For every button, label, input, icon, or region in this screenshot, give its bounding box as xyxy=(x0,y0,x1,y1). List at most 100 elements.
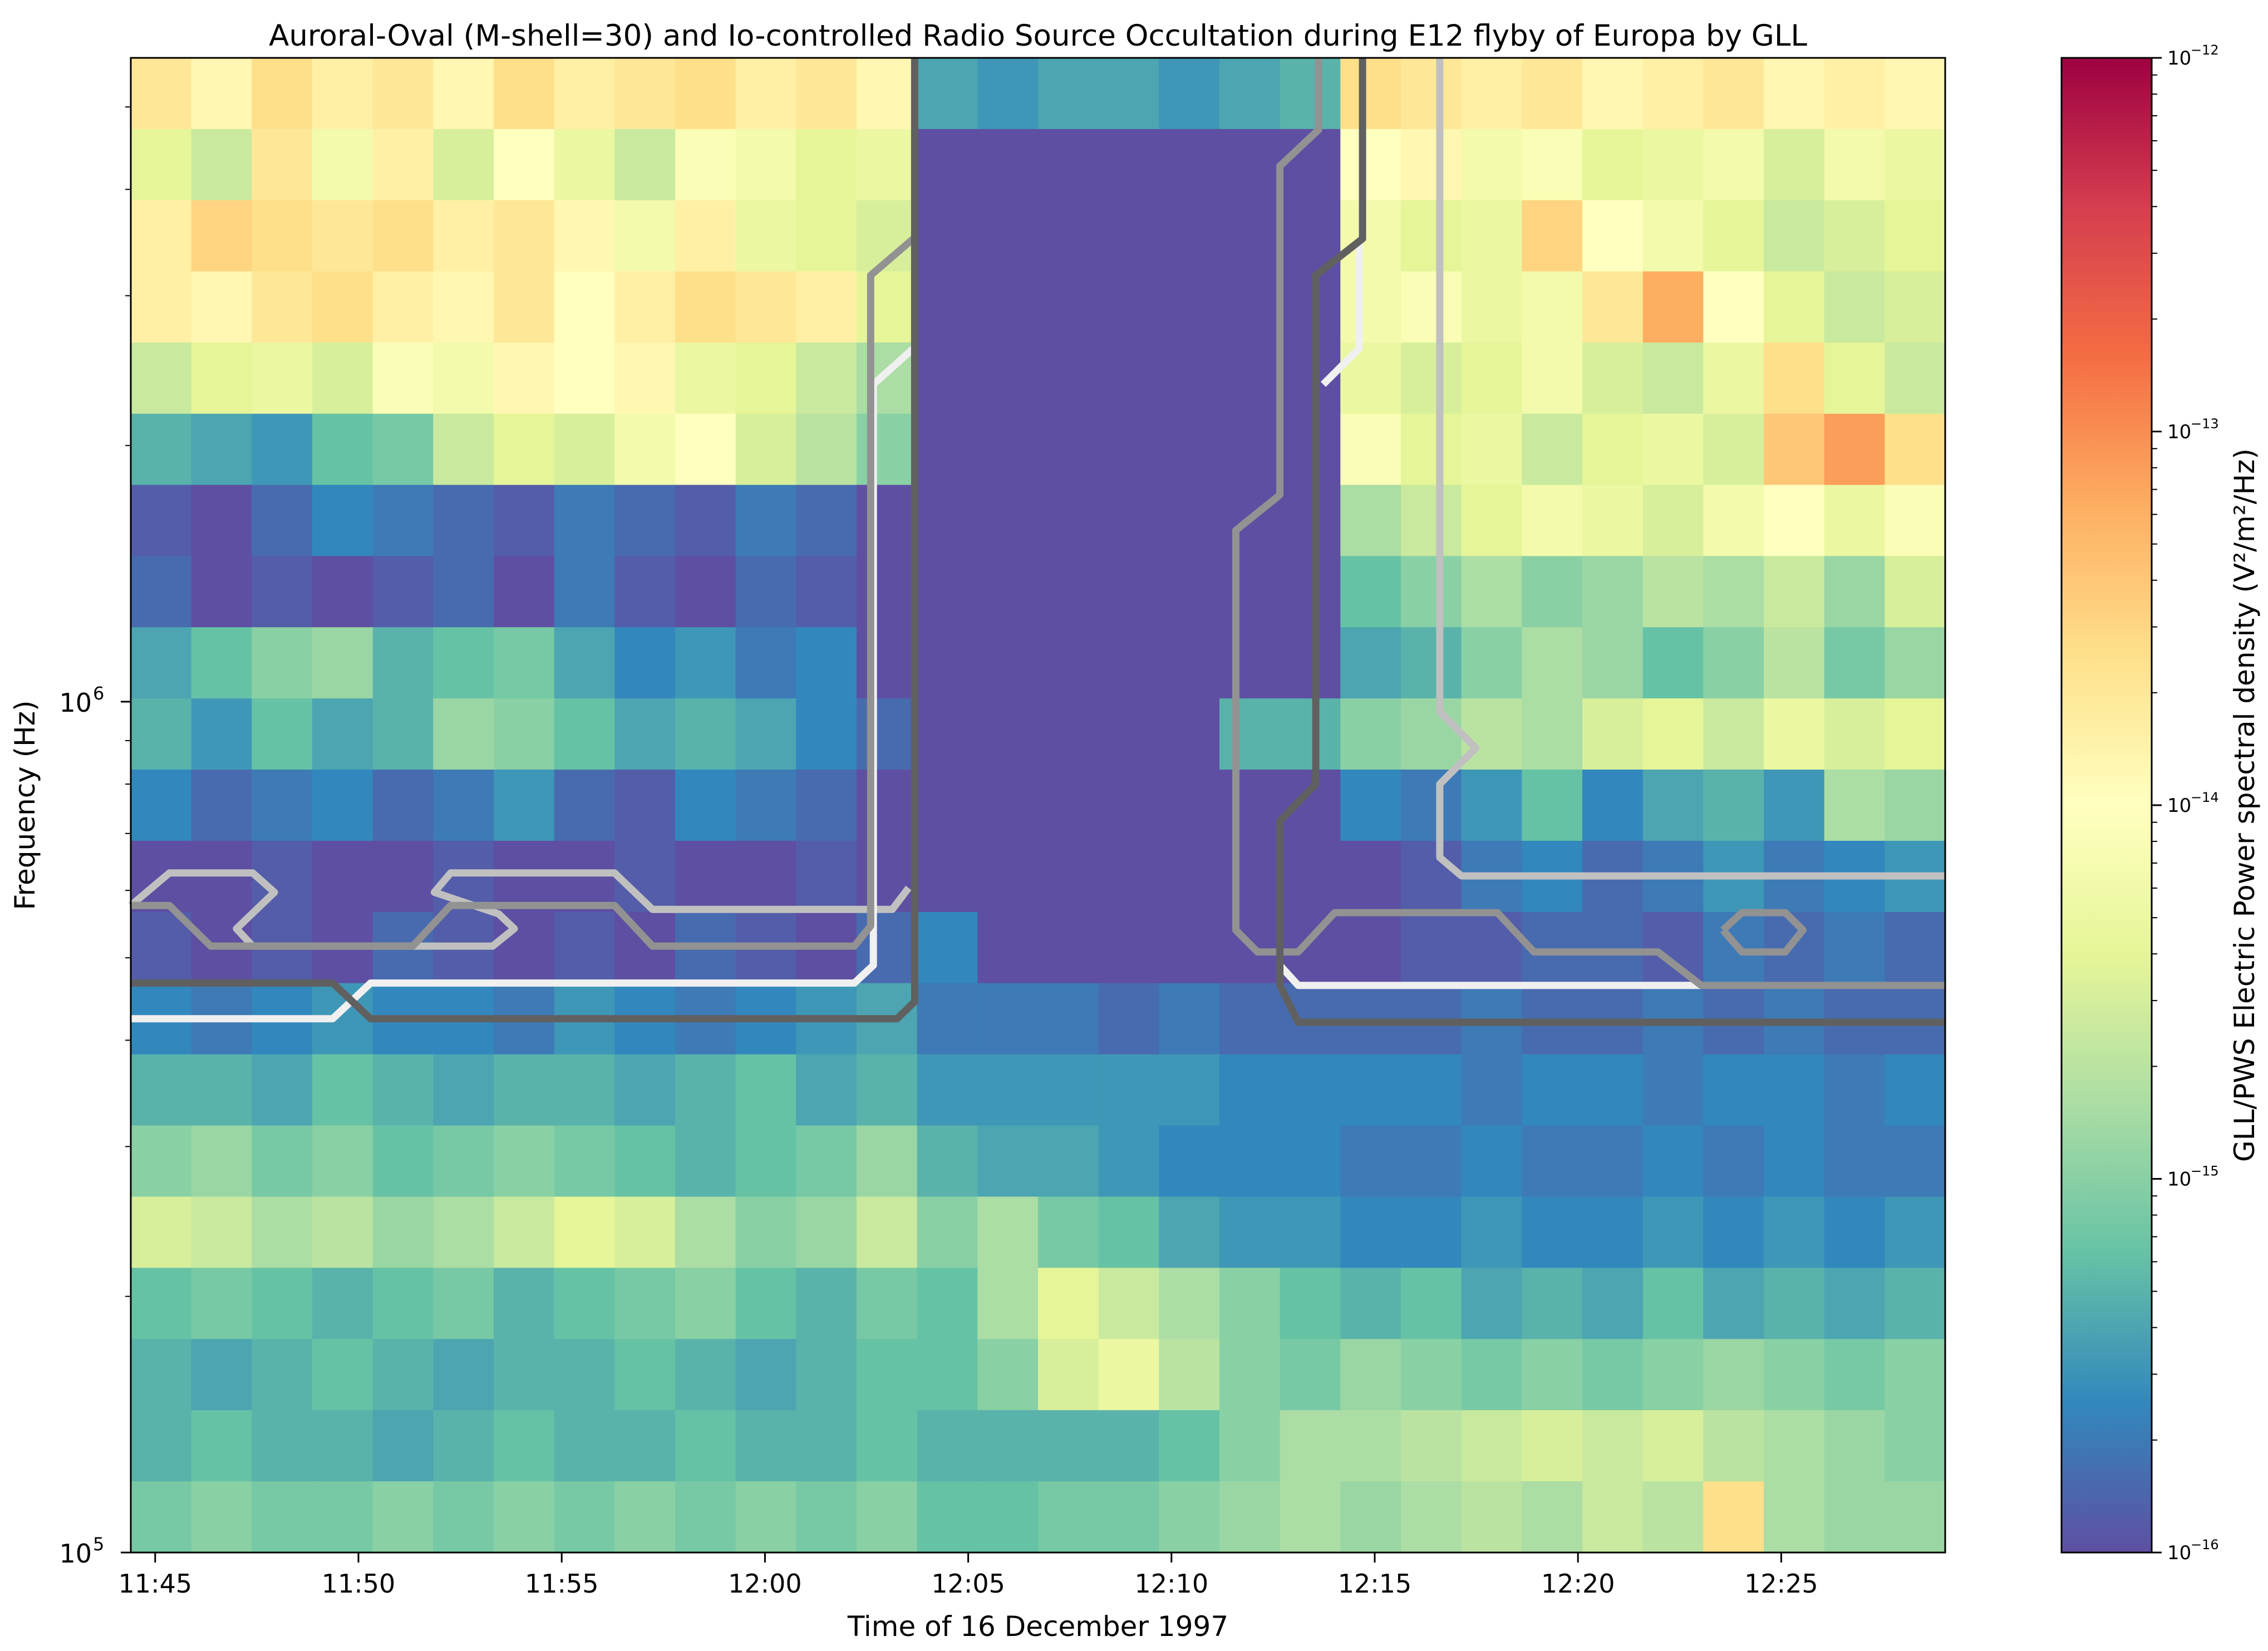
heatmap-cell xyxy=(1582,770,1644,841)
heatmap-cell xyxy=(1098,911,1160,984)
heatmap-cell xyxy=(1461,1196,1523,1269)
heatmap-cell xyxy=(494,129,555,201)
heatmap-cell xyxy=(1522,1125,1583,1197)
heatmap-cell xyxy=(1885,1196,1946,1269)
heatmap-cell xyxy=(1280,1196,1341,1269)
heatmap-cell xyxy=(1038,770,1099,841)
heatmap-cell xyxy=(1824,58,1886,130)
heatmap-cell xyxy=(554,556,616,628)
heatmap-cell xyxy=(1824,1339,1886,1411)
colorbar xyxy=(2060,57,2153,1554)
heatmap-cell xyxy=(1340,485,1401,557)
heatmap-cell xyxy=(131,698,192,770)
heatmap-cell xyxy=(1159,770,1220,841)
heatmap-cell xyxy=(675,271,736,343)
heatmap-cell xyxy=(1461,200,1523,272)
colorbar-tick-label: 10 xyxy=(2167,795,2191,817)
heatmap-cell xyxy=(1764,413,1825,486)
heatmap-cell xyxy=(1703,200,1764,272)
heatmap-cell xyxy=(1401,342,1462,415)
heatmap-cell xyxy=(433,1339,494,1411)
heatmap-cell xyxy=(1522,1339,1583,1411)
heatmap-cell xyxy=(1642,58,1704,130)
heatmap-cell xyxy=(977,911,1039,984)
heatmap-cell xyxy=(796,129,857,201)
heatmap-cell xyxy=(1159,1481,1220,1553)
heatmap-cell xyxy=(857,698,918,770)
heatmap-cell xyxy=(191,841,253,913)
heatmap-cell xyxy=(1098,1125,1160,1197)
heatmap-cell xyxy=(857,1268,918,1340)
heatmap-cell xyxy=(1522,698,1583,770)
heatmap-cell xyxy=(554,911,616,984)
colorbar-tick-exponent: −13 xyxy=(2191,416,2219,432)
heatmap-cell xyxy=(735,58,797,130)
heatmap-cell xyxy=(1824,342,1886,415)
heatmap-cell xyxy=(735,698,797,770)
heatmap-cell xyxy=(796,1125,857,1197)
x-tick-label: 11:50 xyxy=(322,1569,396,1599)
heatmap-cell xyxy=(1219,1339,1281,1411)
heatmap-cell xyxy=(1885,58,1946,130)
heatmap-cell xyxy=(1401,1196,1462,1269)
heatmap-cell xyxy=(372,627,434,699)
heatmap-cell xyxy=(1219,58,1281,130)
heatmap-cell xyxy=(1219,627,1281,699)
contour-lines xyxy=(128,58,1945,1026)
y-tick-exponent: 6 xyxy=(93,683,104,704)
heatmap-cell xyxy=(1885,911,1946,984)
heatmap-cell xyxy=(735,1268,797,1340)
heatmap-cell xyxy=(433,413,494,486)
heatmap-cell xyxy=(977,556,1039,628)
heatmap-cell xyxy=(252,1054,313,1126)
heatmap-cell xyxy=(1461,770,1523,841)
heatmap-cell xyxy=(977,1054,1039,1126)
heatmap-cell xyxy=(372,1410,434,1482)
heatmap-cell xyxy=(554,485,616,557)
heatmap-cell xyxy=(131,1410,192,1482)
heatmap-cell xyxy=(494,342,555,415)
heatmap-cell xyxy=(1340,556,1401,628)
heatmap-cell xyxy=(1461,413,1523,486)
heatmap-cell xyxy=(1280,1339,1341,1411)
heatmap-cell xyxy=(1401,1268,1462,1340)
heatmap-cell xyxy=(554,58,616,130)
heatmap-cell xyxy=(675,342,736,415)
colorbar-tick-exponent: −15 xyxy=(2191,1164,2219,1179)
heatmap-cell xyxy=(1280,1268,1341,1340)
heatmap-cell xyxy=(1824,911,1886,984)
heatmap-cell xyxy=(977,129,1039,201)
heatmap-cell xyxy=(1824,1054,1886,1126)
heatmap-cell xyxy=(857,1410,918,1482)
heatmap-cell xyxy=(554,627,616,699)
heatmap-cell xyxy=(1885,627,1946,699)
heatmap-cell xyxy=(1159,342,1220,415)
heatmap-cell xyxy=(917,627,978,699)
heatmap-cell xyxy=(1280,271,1341,343)
heatmap-cell xyxy=(1098,1196,1160,1269)
heatmap-cell xyxy=(1703,1268,1764,1340)
heatmap-cell xyxy=(1280,413,1341,486)
heatmap-cell xyxy=(735,200,797,272)
heatmap-cell xyxy=(857,1196,918,1269)
heatmap-cell xyxy=(1522,1054,1583,1126)
heatmap-cell xyxy=(1098,129,1160,201)
heatmap-cell xyxy=(796,1481,857,1553)
heatmap-cell xyxy=(312,841,373,913)
heatmap-cell xyxy=(1219,413,1281,486)
heatmap-cell xyxy=(796,342,857,415)
heatmap-cell xyxy=(554,1339,616,1411)
heatmap-cell xyxy=(1038,271,1099,343)
heatmap-cell xyxy=(1038,1410,1099,1482)
heatmap-cell xyxy=(1340,413,1401,486)
heatmap-cell xyxy=(1401,698,1462,770)
heatmap-cell xyxy=(1824,485,1886,557)
heatmap-cell xyxy=(131,1054,192,1126)
heatmap-cell xyxy=(554,841,616,913)
heatmap-cell xyxy=(1824,770,1886,841)
heatmap-cell xyxy=(1219,1268,1281,1340)
heatmap-cell xyxy=(433,1481,494,1553)
heatmap-cell xyxy=(1582,485,1644,557)
heatmap-cell xyxy=(372,1125,434,1197)
heatmap-cell xyxy=(1159,627,1220,699)
